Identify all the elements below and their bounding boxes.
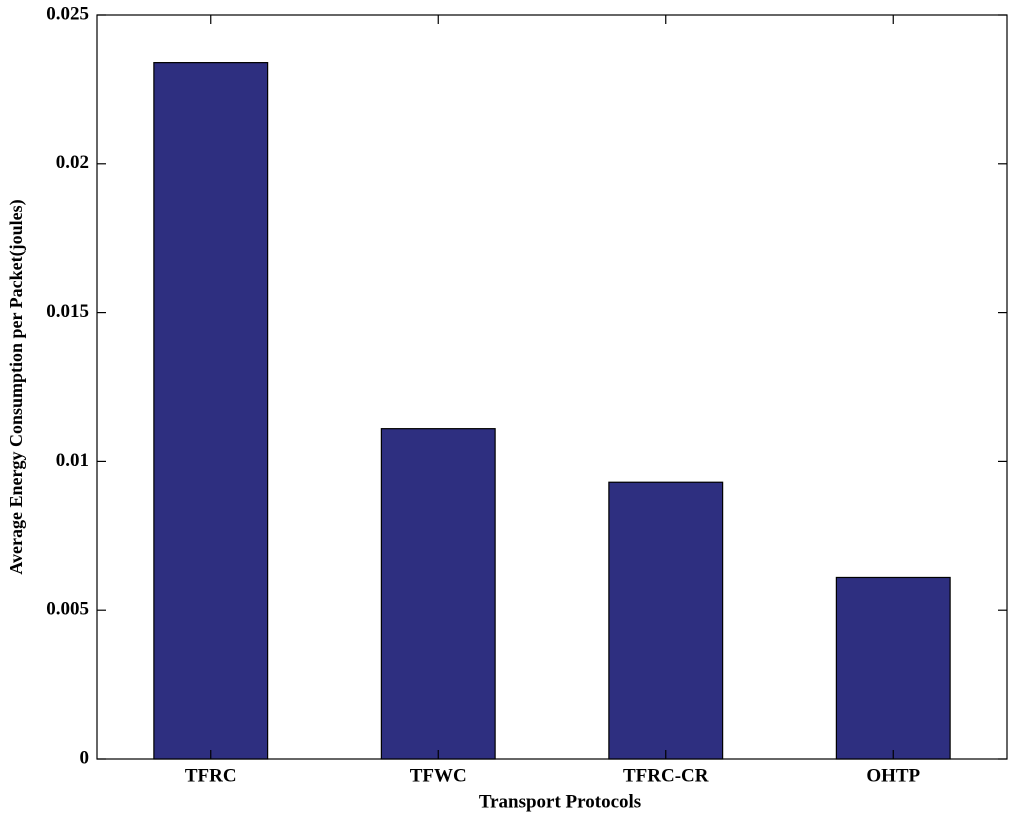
y-tick-label: 0.025 (46, 3, 89, 24)
plot-frame (96, 14, 1008, 760)
x-tick-label: TFWC (410, 765, 467, 786)
y-tick-label: 0.01 (56, 450, 89, 471)
x-axis-label: Transport Protocols (479, 791, 641, 812)
bar (380, 428, 496, 760)
y-tick-label: 0.005 (46, 599, 89, 620)
y-tick-label: 0 (80, 747, 90, 768)
y-tick-label: 0.015 (46, 301, 89, 322)
bar (608, 481, 724, 760)
x-tick-label: TFRC-CR (623, 765, 709, 786)
y-axis-label: Average Energy Consumption per Packet(jo… (6, 199, 27, 574)
y-tick-label: 0.02 (56, 152, 89, 173)
bar (153, 62, 269, 760)
bar (835, 576, 951, 760)
x-tick-label: OHTP (866, 765, 920, 786)
x-tick-label: TFRC (185, 765, 237, 786)
